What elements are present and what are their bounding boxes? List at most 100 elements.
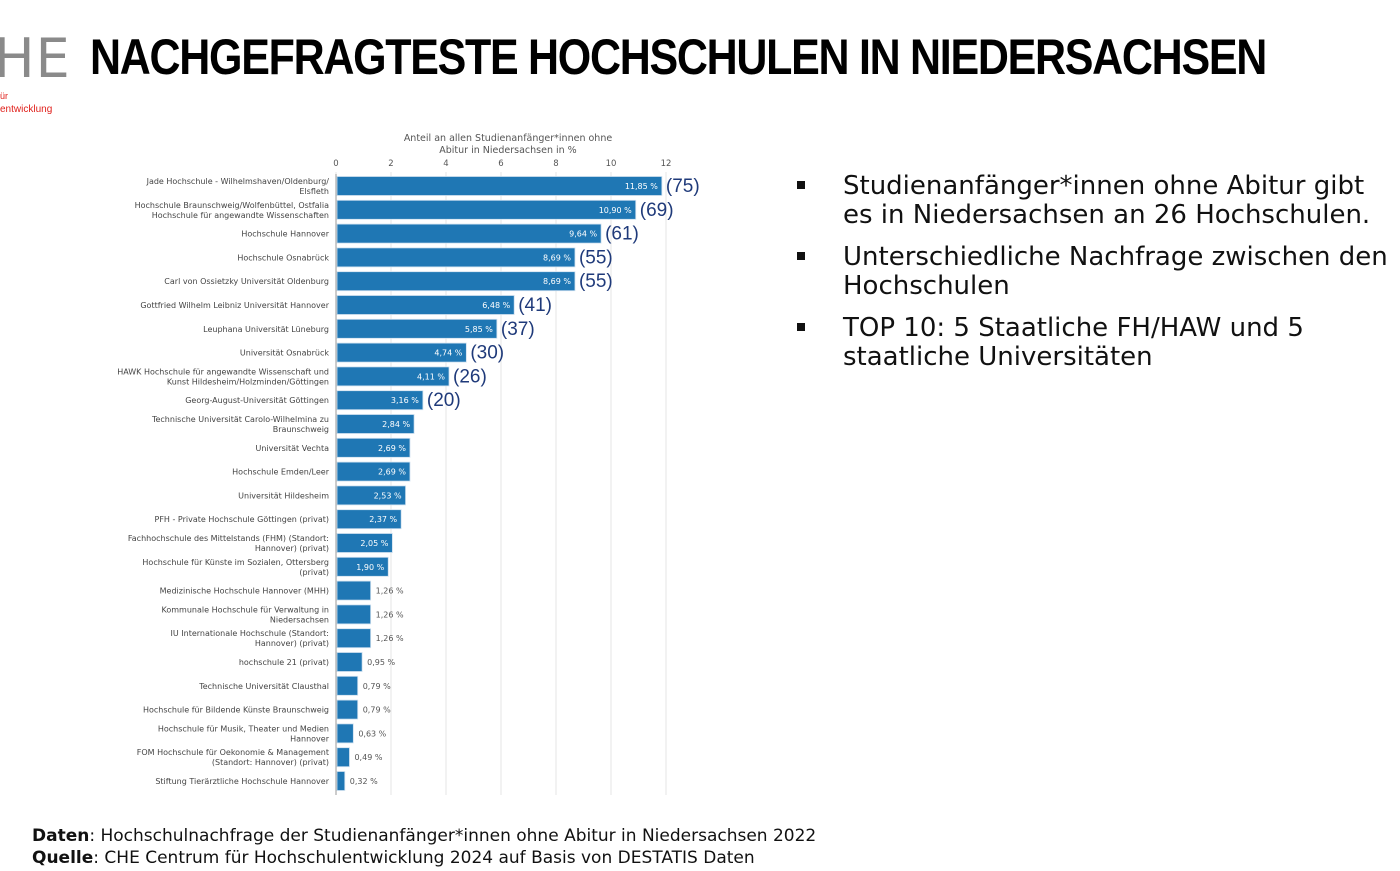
bar	[336, 295, 515, 315]
category-label: Gottfried Wilhelm Leibniz Universität Ha…	[140, 301, 329, 310]
x-tick-label: 8	[553, 159, 558, 169]
page-title: NACHGEFRAGTESTE HOCHSCHULEN IN NIEDERSAC…	[90, 29, 1267, 85]
category-label: Kommunale Hochschule für Verwaltung in	[162, 605, 329, 614]
category-label: Hochschule Hannover	[241, 230, 329, 239]
bar	[336, 176, 663, 196]
bar	[336, 675, 359, 696]
category-label: Hannover	[290, 734, 330, 743]
data-label: 1,26 %	[376, 587, 404, 596]
category-label: FOM Hochschule für Oekonomie & Managemen…	[137, 748, 329, 757]
bullet-icon	[797, 252, 805, 260]
x-tick-label: 4	[443, 159, 448, 169]
data-label: 0,79 %	[363, 706, 391, 715]
bar	[336, 223, 602, 244]
category-label: Hochschule für Künste im Sozialen, Otter…	[142, 558, 329, 567]
category-label: Hochschule Braunschweig/Wolfenbüttel, Os…	[135, 201, 329, 210]
bar	[336, 271, 576, 292]
category-label: PFH - Private Hochschule Göttingen (priv…	[155, 515, 330, 524]
bar	[336, 485, 406, 506]
category-label: Medizinische Hochschule Hannover (MHH)	[160, 587, 329, 596]
category-label: Hannover) (privat)	[255, 639, 329, 648]
logo-subtitle-2: entwicklung	[0, 104, 53, 115]
x-axis-label: Abitur in Niedersachsen in %	[439, 145, 576, 156]
bar	[336, 437, 411, 458]
data-label: 2,69 %	[378, 444, 406, 453]
data-label: 3,16 %	[391, 396, 419, 405]
data-label: 8,69 %	[543, 253, 571, 262]
bar	[336, 199, 637, 220]
count-annotation: (55)	[579, 271, 613, 292]
category-label: Technische Universität Clausthal	[198, 682, 329, 691]
x-tick-label: 12	[661, 159, 672, 169]
bullet-icon	[797, 323, 805, 331]
data-label: 9,64 %	[569, 230, 597, 239]
data-label: 1,26 %	[376, 610, 404, 619]
footer-source: Quelle: CHE Centrum für Hochschulentwick…	[32, 849, 755, 868]
data-label: 4,11 %	[417, 372, 445, 381]
data-label: 2,37 %	[369, 515, 397, 524]
bullet-item: Unterschiedliche Nachfrage zwischen den …	[795, 243, 1395, 301]
bar	[336, 461, 411, 482]
data-label: 2,69 %	[378, 468, 406, 477]
bar	[336, 533, 393, 553]
count-annotation: (30)	[470, 343, 504, 364]
data-label: 0,49 %	[354, 753, 382, 762]
bar	[336, 318, 498, 339]
category-label: Hochschule Emden/Leer	[232, 468, 330, 477]
data-label: 0,79 %	[363, 682, 391, 691]
category-label: Kunst Hildesheim/Holzminden/Göttingen	[167, 377, 329, 386]
count-annotation: (55)	[579, 247, 613, 268]
count-annotation: (26)	[453, 366, 487, 387]
footer-data-label: Daten	[32, 826, 90, 846]
data-label: 5,85 %	[465, 325, 493, 334]
data-label: 2,05 %	[360, 539, 388, 548]
footer-source-text: : CHE Centrum für Hochschulentwicklung 2…	[93, 848, 755, 868]
category-label: Carl von Ossietzky Universität Oldenburg	[164, 277, 329, 286]
category-label: IU Internationale Hochschule (Standort:	[171, 629, 329, 638]
data-label: 4,74 %	[434, 349, 462, 358]
x-tick-label: 10	[606, 159, 617, 169]
category-label: Niedersachsen	[270, 615, 329, 624]
bar	[336, 652, 363, 672]
data-label: 0,32 %	[350, 777, 378, 786]
data-label: 8,69 %	[543, 277, 571, 286]
count-annotation: (41)	[518, 295, 552, 316]
logo-subtitle-1: ür	[0, 91, 9, 101]
data-label: 10,90 %	[599, 206, 632, 215]
bullet-list: Studienanfänger*innen ohne Abitur gibt e…	[795, 172, 1395, 385]
bar	[336, 723, 354, 744]
logo: HE	[0, 27, 71, 90]
bar-chart: Anteil an allen Studienanfänger*innen oh…	[117, 133, 700, 795]
bar	[336, 414, 415, 434]
bullet-item: Studienanfänger*innen ohne Abitur gibt e…	[795, 172, 1395, 230]
category-label: (Standort: Hannover) (privat)	[212, 758, 329, 767]
data-label: 6,48 %	[482, 301, 510, 310]
bar	[336, 390, 424, 411]
bar	[336, 699, 359, 720]
count-annotation: (37)	[501, 319, 535, 340]
x-tick-label: 6	[498, 159, 503, 169]
category-label: Hochschule Osnabrück	[237, 253, 329, 262]
category-label: Hochschule für angewandte Wissenschaften	[152, 211, 329, 220]
bar	[336, 556, 389, 577]
category-label: Fachhochschule des Mittelstands (FHM) (S…	[128, 534, 329, 543]
data-label: 1,90 %	[356, 563, 384, 572]
category-label: Hannover) (privat)	[255, 544, 329, 553]
bullet-icon	[797, 181, 805, 189]
count-annotation: (20)	[427, 390, 461, 411]
category-label: Braunschweig	[273, 425, 329, 434]
category-label: Georg-August-Universität Göttingen	[185, 396, 329, 405]
data-label: 2,53 %	[374, 491, 402, 500]
bar	[336, 747, 350, 768]
category-label: Universität Osnabrück	[240, 349, 329, 358]
footer-data-text: : Hochschulnachfrage der Studienanfänger…	[89, 826, 817, 846]
data-label: 0,63 %	[358, 729, 386, 738]
bullet-item: TOP 10: 5 Staatliche FH/HAW und 5 staatl…	[795, 314, 1395, 372]
category-label: Universität Hildesheim	[238, 491, 329, 500]
data-label: 1,26 %	[376, 634, 404, 643]
count-annotation: (69)	[640, 200, 674, 221]
category-label: (privat)	[299, 568, 329, 577]
bar	[336, 366, 450, 387]
category-label: Hochschule für Musik, Theater und Medien	[158, 724, 329, 733]
bullet-text: Studienanfänger*innen ohne Abitur gibt e…	[843, 171, 1371, 230]
